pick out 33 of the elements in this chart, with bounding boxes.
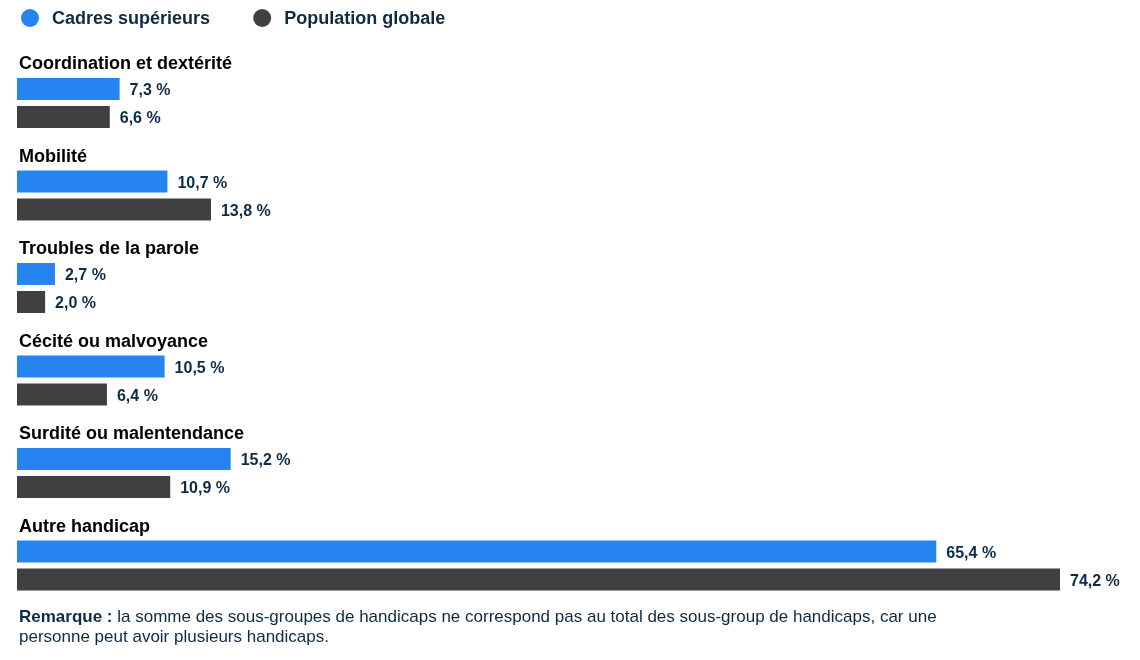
y-tick-label: Cécité ou malvoyance <box>19 330 209 351</box>
legend-label: Population globale <box>284 8 446 28</box>
bar <box>17 170 168 193</box>
bar <box>17 78 120 100</box>
data-label: 2,0 % <box>55 294 97 311</box>
data-label: 65,4 % <box>946 543 997 561</box>
bar <box>17 448 231 470</box>
bar <box>17 540 937 563</box>
bar <box>17 568 1060 591</box>
data-label: 13,8 % <box>220 201 271 219</box>
data-label: 74,2 % <box>1070 571 1120 589</box>
bar <box>17 355 165 378</box>
bar <box>17 263 55 285</box>
annotation: Remarque : la somme des sous-groupes de handicaps ne correspond pas au total des sous-group de handicaps, car une personne peut avoir plusieurs handicaps. <box>19 607 937 646</box>
data-label: 10,5 % <box>174 358 225 376</box>
y-tick-label: Troubles de la parole <box>19 238 200 258</box>
data-label: 10,9 % <box>180 479 231 496</box>
bar <box>17 291 46 313</box>
y-tick-label: Surdité ou malentendance <box>19 423 245 443</box>
data-label: 6,6 % <box>119 109 161 126</box>
data-label: 2,7 % <box>64 266 106 283</box>
bar <box>17 383 107 406</box>
bar <box>17 198 211 221</box>
y-tick-label: Coordination et dextérité <box>19 53 233 73</box>
legend-label: Cadres supérieurs <box>52 8 211 28</box>
data-label: 7,3 % <box>129 81 171 98</box>
data-label: 15,2 % <box>240 451 291 468</box>
y-tick-label: Autre handicap <box>19 515 151 536</box>
y-tick-label: Mobilité <box>19 145 87 166</box>
bar <box>17 476 171 498</box>
bar <box>17 106 110 128</box>
data-label: 10,7 % <box>177 173 228 191</box>
data-label: 6,4 % <box>116 386 158 404</box>
